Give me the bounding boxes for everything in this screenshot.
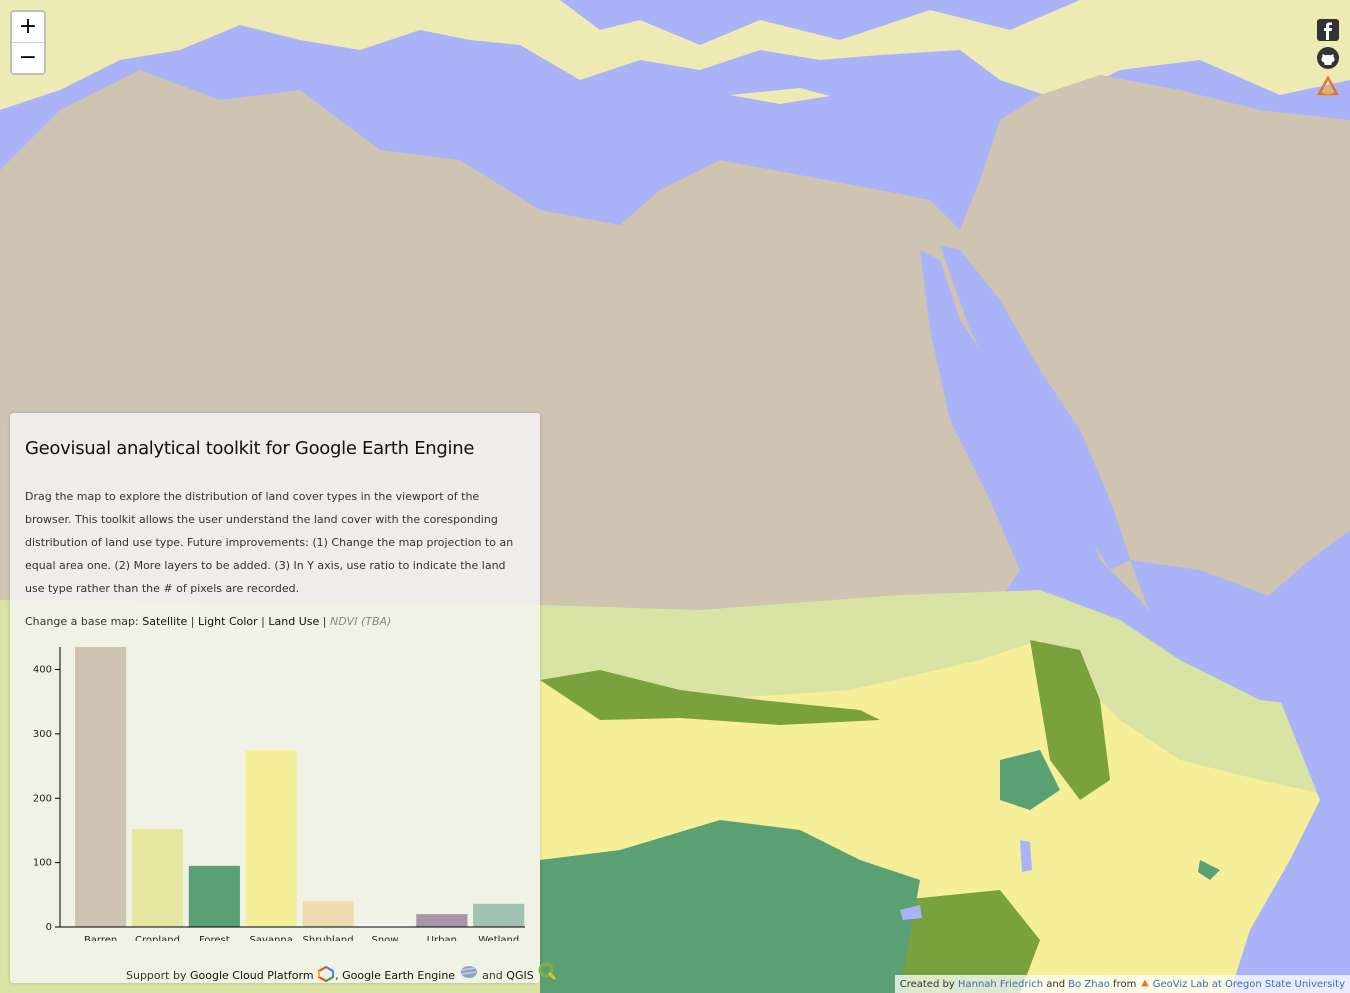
aegean-islands bbox=[730, 88, 830, 104]
panel-title: Geovisual analytical toolkit for Google … bbox=[25, 438, 475, 459]
chart-bar bbox=[416, 914, 468, 927]
x-tick-label: Barren bbox=[84, 935, 117, 941]
separator: | bbox=[261, 615, 265, 628]
author-hannah-link[interactable]: Hannah Friedrich bbox=[957, 979, 1044, 990]
basemap-satellite-link[interactable]: Satellite bbox=[142, 615, 188, 628]
chart-bar bbox=[75, 647, 127, 927]
x-tick-label: Shrubland bbox=[303, 935, 354, 941]
arabian-sea bbox=[1230, 690, 1350, 993]
basemap-prefix: Change a base map: bbox=[25, 615, 139, 628]
chart-bar bbox=[188, 865, 240, 927]
panel-description: Drag the map to explore the distribution… bbox=[25, 490, 514, 595]
credits-from: from bbox=[1113, 979, 1137, 990]
x-tick-label: Savanna bbox=[250, 935, 293, 941]
lake-victoria bbox=[1020, 840, 1032, 872]
chart-bar bbox=[473, 903, 525, 927]
google-cloud-icon bbox=[318, 965, 335, 983]
forest-patch bbox=[1198, 860, 1220, 880]
chart-bar bbox=[302, 901, 354, 927]
chart-bar bbox=[131, 829, 184, 927]
info-panel: Geovisual analytical toolkit for Google … bbox=[10, 413, 557, 983]
y-tick-label: 200 bbox=[33, 793, 52, 804]
social-links bbox=[1316, 18, 1342, 102]
geoviz-lab-link[interactable]: GeoViz Lab at Oregon State University bbox=[1152, 979, 1345, 990]
zoom-control: + − bbox=[10, 10, 46, 75]
chart-bar bbox=[359, 923, 411, 927]
cropland-patch bbox=[540, 670, 880, 725]
basemap-light-color-link[interactable]: Light Color bbox=[198, 615, 258, 628]
facebook-icon[interactable] bbox=[1316, 18, 1340, 42]
land-cover-bar-chart: Barren Cropland Forest Savanna Shrubland Snow… bbox=[33, 647, 525, 941]
basemap-land-use-link[interactable]: Land Use bbox=[268, 615, 320, 628]
earth-engine-icon bbox=[460, 966, 477, 978]
y-tick-label: 400 bbox=[33, 665, 52, 676]
qgis-link[interactable]: QGIS bbox=[506, 969, 534, 982]
google-earth-engine-link[interactable]: Google Earth Engine bbox=[342, 969, 456, 982]
support-prefix: Support by bbox=[126, 969, 187, 982]
github-icon[interactable] bbox=[1316, 46, 1340, 70]
support-comma: , bbox=[335, 969, 339, 982]
google-cloud-platform-link[interactable]: Google Cloud Platform bbox=[189, 969, 314, 982]
y-tick-label: 300 bbox=[33, 729, 52, 740]
lake bbox=[900, 905, 922, 920]
x-tick-label: Forest bbox=[199, 935, 230, 941]
y-tick-label: 0 bbox=[46, 922, 52, 933]
gulf-of-aden bbox=[1130, 560, 1350, 700]
support-and: and bbox=[482, 969, 503, 982]
x-tick-label: Cropland bbox=[135, 935, 180, 941]
zoom-out-button[interactable]: − bbox=[12, 42, 44, 73]
attribution-bar: Created by Hannah Friedrich and Bo Zhao … bbox=[894, 975, 1350, 993]
y-tick-label: 100 bbox=[33, 858, 52, 869]
credits-and: and bbox=[1046, 979, 1066, 990]
separator: | bbox=[322, 615, 327, 628]
geoviz-small-icon bbox=[1140, 979, 1149, 987]
cropland-patch bbox=[900, 890, 1040, 993]
geoviz-icon[interactable] bbox=[1316, 74, 1340, 98]
chart-bar bbox=[245, 749, 297, 927]
qgis-icon bbox=[538, 962, 557, 981]
support-credits: Support by Google Cloud Platform , Googl… bbox=[126, 961, 557, 983]
cropland-patch bbox=[1030, 640, 1110, 800]
zoom-in-button[interactable]: + bbox=[18, 14, 38, 39]
basemap-ndvi-tba: NDVI (TBA) bbox=[329, 615, 392, 628]
separator: | bbox=[190, 615, 195, 628]
x-tick-label: Wetland bbox=[478, 935, 519, 941]
author-bo-zhao-link[interactable]: Bo Zhao bbox=[1068, 979, 1110, 990]
x-tick-label: Urban bbox=[427, 935, 457, 941]
forest bbox=[540, 820, 920, 993]
europe-land bbox=[0, 0, 1350, 110]
red-sea bbox=[940, 245, 1130, 570]
basemap-switcher: Change a base map: Satellite | Light Col… bbox=[25, 615, 391, 628]
credits-created: Created by bbox=[899, 979, 955, 990]
forest-patch bbox=[1000, 750, 1060, 810]
x-tick-label: Snow bbox=[371, 935, 398, 941]
